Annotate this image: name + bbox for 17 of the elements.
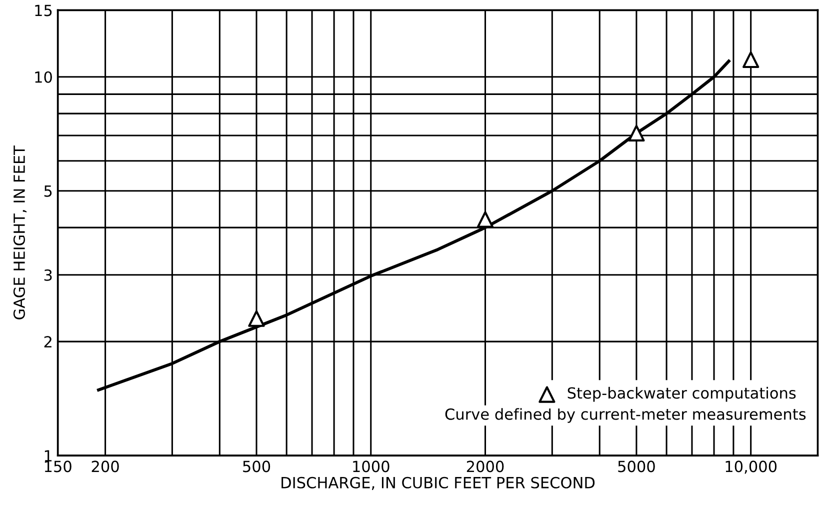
y-tick-label: 10 bbox=[35, 71, 52, 83]
x-tick-label: 5000 bbox=[618, 460, 655, 472]
x-tick-label: 2000 bbox=[466, 460, 504, 472]
annotation: Curve defined by current-meter measurements bbox=[445, 408, 806, 423]
y-tick-label: 15 bbox=[35, 4, 52, 16]
x-tick-label: 500 bbox=[243, 460, 270, 472]
y-tick-label: 5 bbox=[44, 186, 52, 197]
x-axis-title: DISCHARGE, IN CUBIC FEET PER SECOND bbox=[282, 476, 595, 490]
y-axis-title: GAGE HEIGHT, IN FEET bbox=[13, 146, 27, 320]
x-tick-label: 10,000 bbox=[726, 460, 777, 474]
y-tick-label: 3 bbox=[44, 269, 52, 281]
x-tick-label: 1000 bbox=[353, 460, 390, 472]
legend-label: Step-backwater computations bbox=[568, 386, 796, 402]
x-tick-label: 200 bbox=[92, 460, 119, 472]
y-tick-label: 1 bbox=[44, 450, 52, 462]
y-tick-label: 2 bbox=[44, 336, 52, 348]
x-tick-label: 150 bbox=[44, 460, 72, 472]
